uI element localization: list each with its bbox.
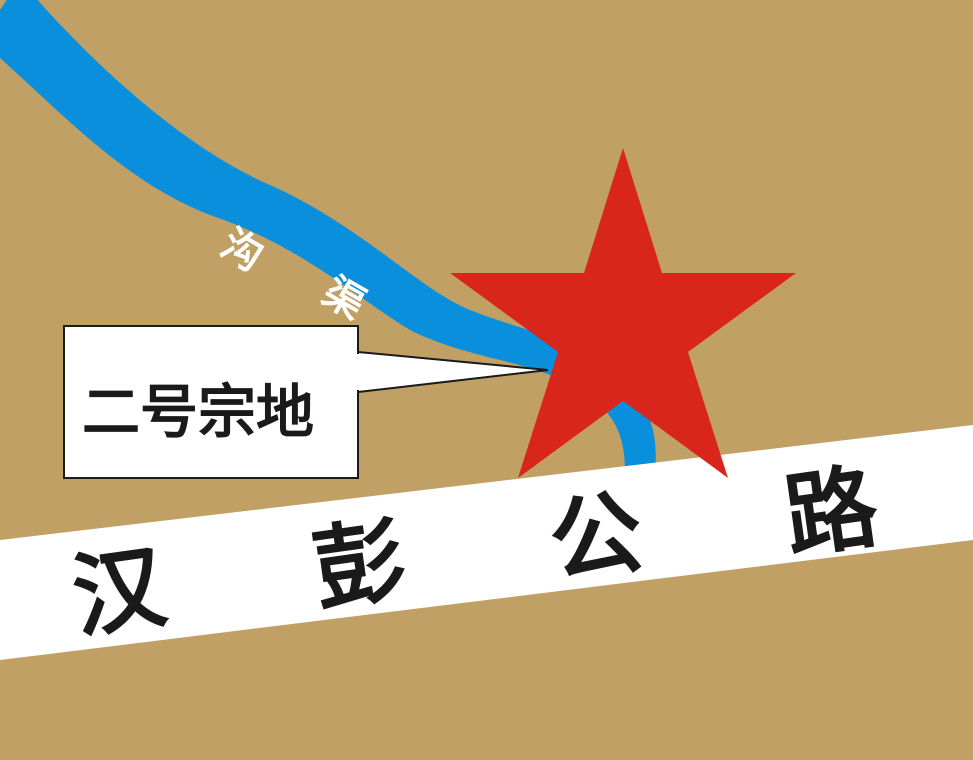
road-label-char: 汉 xyxy=(66,533,173,652)
road-label-char: 公 xyxy=(543,478,649,597)
callout-label: 二号宗地 xyxy=(82,378,314,446)
road xyxy=(0,425,973,660)
canal xyxy=(0,0,656,470)
callout-box xyxy=(63,325,359,479)
callout-seam xyxy=(355,354,361,390)
red-star-icon xyxy=(450,148,796,478)
callout: 二号宗地 xyxy=(63,325,549,479)
road-label-char: 路 xyxy=(778,453,885,572)
road-label-char: 彭 xyxy=(306,506,412,625)
